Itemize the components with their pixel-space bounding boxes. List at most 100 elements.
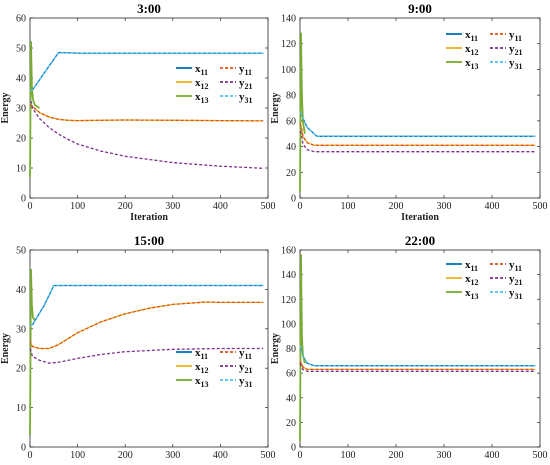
y-tick-label: 120 [281,295,296,306]
y-tick-label: 10 [16,403,26,414]
series-line-x11 [30,284,264,326]
y-tick-label: 30 [16,104,26,115]
legend-label-x13: x13 [195,91,209,105]
y-tick-label: 50 [16,246,26,257]
y-tick-label: 140 [281,270,296,281]
y-tick-label: 80 [286,91,296,102]
x-tick-label: 0 [28,450,33,460]
series-line-y31 [299,345,536,367]
chart-panel-1: 3:00 0 100 200 300 400 500 0 10 20 30 40 50 60 Iterati… [0,1,276,223]
x-tick-label: 200 [118,450,133,460]
chart-panel-3: 15:00010020030040050001020304050Iteratio… [0,233,276,465]
series-line-y11 [299,360,536,371]
chart-panel-2: 9:00 0 100 200 300 400 500 0 20 40 60 80 100 120 140 It… [270,1,548,223]
y-tick-label: 20 [286,168,296,179]
y-tick-label: 140 [281,14,296,25]
legend-label-x13: x13 [465,287,479,301]
series-line-x13 [299,32,306,192]
series-line-y11 [299,123,536,146]
legend-label-x12: x12 [465,273,479,287]
y-tick-label: 60 [16,14,26,25]
x-tick-label: 500 [533,450,548,460]
x-tick-label: 400 [213,201,228,212]
legend-label-y11: y11 [239,347,252,361]
x-tick-label: 0 [28,201,33,212]
y-axis-label: Energy [0,92,11,123]
y-axis-label: Energy [270,92,281,123]
series-line-y11 [29,301,264,350]
y-tick-label: 50 [16,44,26,55]
y-tick-label: 40 [16,74,26,85]
x-tick-label: 200 [118,201,133,212]
series-line-x11 [299,345,536,367]
x-axis-label: Iteration [401,212,439,223]
legend-label-x11: x11 [195,347,208,361]
x-tick-label: 300 [165,450,180,460]
x-tick-label: 300 [437,201,452,212]
legend-label-y11: y11 [509,29,522,43]
chart-title: 9:00 [408,1,432,16]
legend-label-y21: y21 [239,77,253,91]
x-tick-label: 300 [437,450,452,460]
y-tick-label: 160 [281,246,296,257]
y-tick-label: 40 [286,393,296,404]
y-tick-label: 100 [281,65,296,76]
y-tick-label: 100 [281,319,296,330]
x-tick-label: 500 [261,450,276,460]
y-tick-label: 0 [291,194,296,205]
x-tick-label: 200 [389,450,404,460]
legend: x11 y11 x12 y21 x13 y31 [176,347,253,389]
series-line-y31 [300,112,536,137]
x-tick-label: 500 [533,201,548,212]
plot-area-frame [299,249,541,448]
x-tick-label: 0 [298,201,303,212]
y-tick-label: 0 [21,443,26,454]
x-axis-label: Iteration [130,212,168,223]
y-tick-label: 0 [291,443,296,454]
series-line-x13 [29,268,36,436]
series-line-y31 [30,51,264,91]
series-line-y21 [299,130,536,153]
chart-panel-4: 22:00 0 100 200 300 400 500 0 20 40 60 80 100 120 140 1… [270,233,548,465]
series-line-x11 [300,112,536,137]
legend-label-x11: x11 [195,63,208,77]
legend-label-x12: x12 [465,43,479,57]
legend-label-y21: y21 [239,361,253,375]
series-line-x12 [29,301,264,350]
legend-label-x11: x11 [465,29,478,43]
series-line-y31 [30,284,264,326]
series-line-x12 [30,104,264,122]
chart-title: 15:00 [134,233,164,248]
series-line-y21 [29,347,264,364]
x-tick-label: 100 [70,201,85,212]
y-tick-label: 20 [286,418,296,429]
legend-label-y11: y11 [509,259,522,273]
y-tick-label: 40 [16,285,26,296]
x-tick-label: 200 [389,201,404,212]
legend-label-x11: x11 [465,259,478,273]
x-tick-label: 100 [70,450,85,460]
legend-label-x13: x13 [195,375,209,389]
x-tick-label: 500 [261,201,276,212]
legend-label-y31: y31 [239,91,253,105]
series-line-y21 [30,101,264,169]
legend-label-y31: y31 [239,375,253,389]
y-tick-label: 60 [286,116,296,127]
series-line-x11 [30,51,264,91]
y-tick-label: 0 [21,194,26,205]
y-tick-label: 20 [16,134,26,145]
x-tick-label: 100 [341,201,356,212]
y-tick-label: 20 [16,364,26,375]
x-tick-label: 400 [213,450,228,460]
series-line-x12 [299,123,536,146]
legend-label-y21: y21 [509,43,523,57]
plot-area-frame [29,17,269,199]
x-tick-label: 400 [485,201,500,212]
y-axis-label: Energy [270,333,281,364]
legend-label-x13: x13 [465,57,479,71]
legend-label-y11: y11 [239,63,252,77]
y-tick-label: 60 [286,369,296,380]
legend: x11 y11 x12 y21 x13 y31 [176,63,253,105]
y-tick-label: 10 [16,164,26,175]
